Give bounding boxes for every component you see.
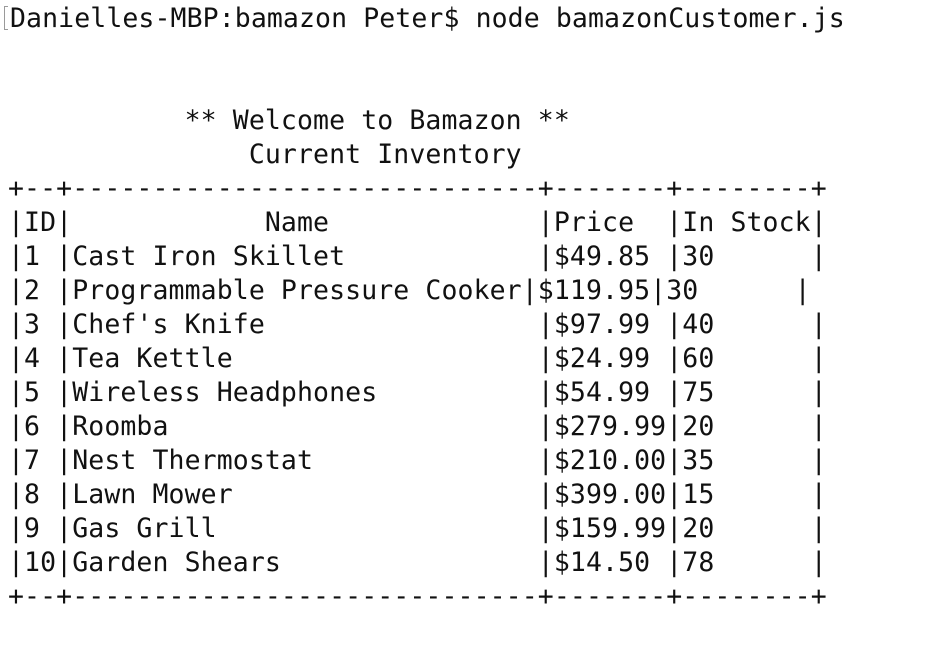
table-row: |5 |Wireless Headphones |$54.99 |75 | [8, 377, 827, 408]
table-row: |1 |Cast Iron Skillet |$49.85 |30 | [8, 241, 827, 272]
table-row: |6 |Roomba |$279.99|20 | [8, 411, 827, 442]
table-row: |3 |Chef's Knife |$97.99 |40 | [8, 309, 827, 340]
table-row: |4 |Tea Kettle |$24.99 |60 | [8, 343, 827, 374]
table-border-top: +--+-----------------------------+------… [8, 173, 827, 204]
table-row: |8 |Lawn Mower |$399.00|15 | [8, 479, 827, 510]
table-row: |2 |Programmable Pressure Cooker|$119.95… [8, 275, 811, 306]
table-header-row: |ID| Name |Price |In Stock| [8, 207, 827, 238]
welcome-banner: ** Welcome to Bamazon ** [8, 105, 570, 136]
selection-mark [4, 6, 8, 30]
inventory-heading: Current Inventory [8, 139, 522, 170]
table-border-bottom: +--+-----------------------------+------… [8, 581, 827, 612]
command-prompt-text: Danielles-MBP:bamazon Peter$ node bamazo… [10, 3, 845, 34]
table-row: |9 |Gas Grill |$159.99|20 | [8, 513, 827, 544]
table-row: |7 |Nest Thermostat |$210.00|35 | [8, 445, 827, 476]
table-row: |10|Garden Shears |$14.50 |78 | [8, 547, 827, 578]
command-prompt-line: Danielles-MBP:bamazon Peter$ node bamazo… [4, 2, 845, 36]
